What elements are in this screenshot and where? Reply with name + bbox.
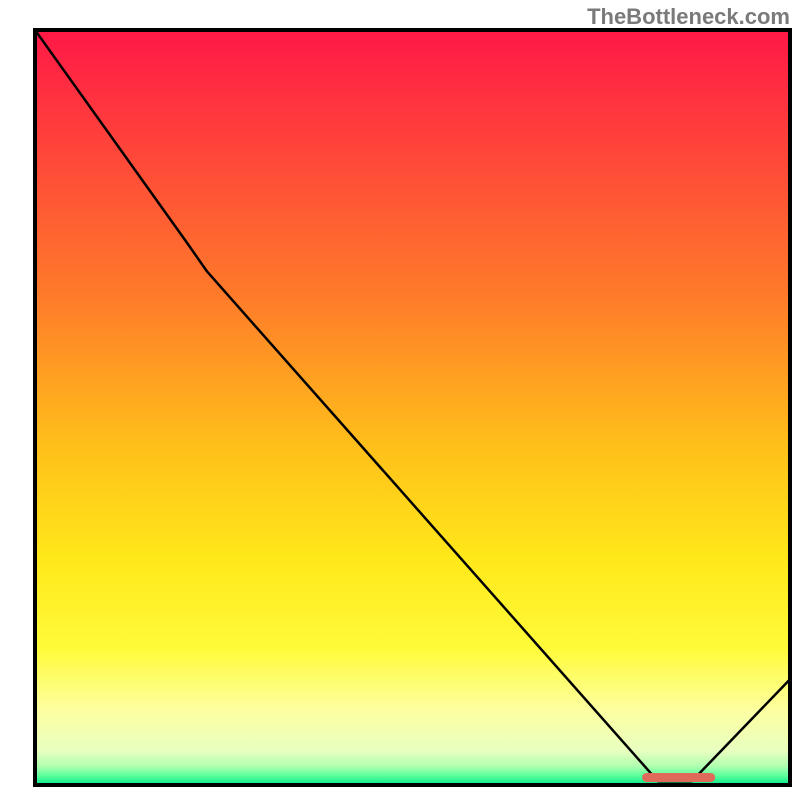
plot-background bbox=[35, 30, 790, 785]
attribution-text: TheBottleneck.com bbox=[587, 4, 790, 30]
bottleneck-chart bbox=[0, 0, 800, 800]
